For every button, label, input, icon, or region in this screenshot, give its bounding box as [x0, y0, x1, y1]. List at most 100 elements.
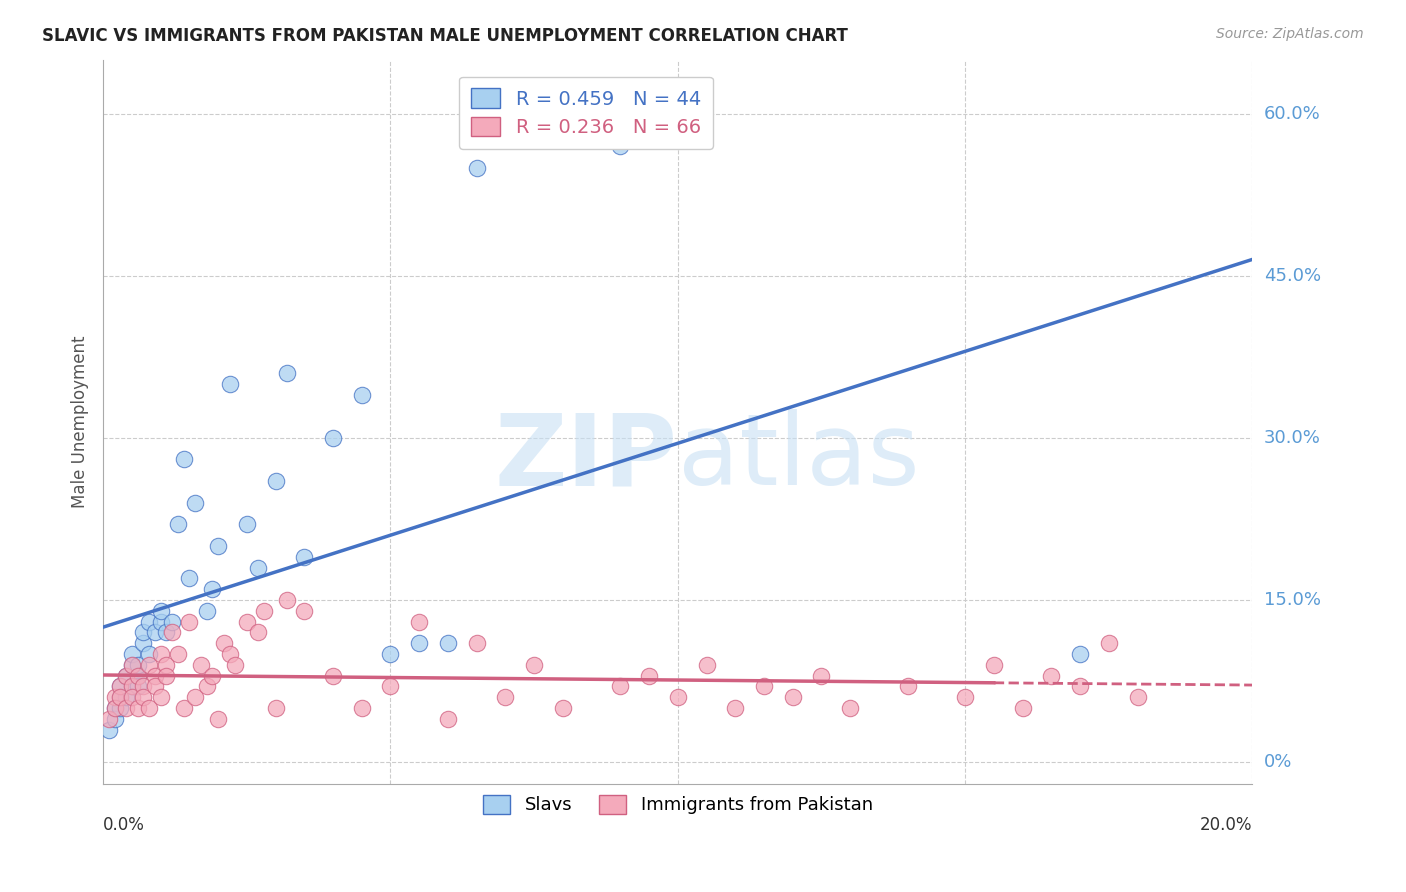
Point	[696, 657, 718, 672]
Point	[264, 474, 287, 488]
Point	[115, 668, 138, 682]
Point	[155, 657, 177, 672]
Point	[218, 376, 240, 391]
Point	[380, 647, 402, 661]
Point	[465, 636, 488, 650]
Point	[173, 701, 195, 715]
Point	[724, 701, 747, 715]
Point	[184, 690, 207, 705]
Point	[212, 636, 235, 650]
Point	[1069, 679, 1091, 693]
Point	[155, 625, 177, 640]
Point	[953, 690, 976, 705]
Point	[195, 679, 218, 693]
Point	[666, 690, 689, 705]
Point	[160, 615, 183, 629]
Point	[121, 679, 143, 693]
Point	[201, 582, 224, 596]
Y-axis label: Male Unemployment: Male Unemployment	[72, 335, 89, 508]
Point	[132, 625, 155, 640]
Text: 60.0%: 60.0%	[1264, 104, 1320, 122]
Point	[408, 615, 430, 629]
Point	[207, 539, 229, 553]
Text: 45.0%: 45.0%	[1264, 267, 1320, 285]
Point	[350, 701, 373, 715]
Point	[115, 668, 138, 682]
Point	[110, 679, 132, 693]
Point	[609, 139, 631, 153]
Point	[1011, 701, 1033, 715]
Text: ZIP: ZIP	[495, 409, 678, 507]
Point	[1040, 668, 1063, 682]
Point	[132, 690, 155, 705]
Point	[437, 712, 460, 726]
Point	[207, 712, 229, 726]
Point	[110, 690, 132, 705]
Point	[253, 604, 276, 618]
Point	[127, 668, 149, 682]
Point	[166, 517, 188, 532]
Point	[201, 668, 224, 682]
Point	[132, 636, 155, 650]
Point	[897, 679, 920, 693]
Point	[104, 701, 127, 715]
Point	[127, 668, 149, 682]
Point	[97, 723, 120, 737]
Point	[752, 679, 775, 693]
Point	[121, 679, 143, 693]
Point	[292, 604, 315, 618]
Point	[322, 431, 344, 445]
Point	[160, 625, 183, 640]
Text: 0.0%: 0.0%	[103, 816, 145, 834]
Point	[523, 657, 546, 672]
Point	[1098, 636, 1121, 650]
Point	[551, 701, 574, 715]
Text: 30.0%: 30.0%	[1264, 429, 1320, 447]
Point	[264, 701, 287, 715]
Text: 0%: 0%	[1264, 753, 1292, 771]
Point	[494, 690, 516, 705]
Point	[149, 604, 172, 618]
Point	[121, 647, 143, 661]
Point	[115, 690, 138, 705]
Point	[127, 701, 149, 715]
Point	[179, 571, 201, 585]
Point	[110, 690, 132, 705]
Point	[276, 593, 298, 607]
Point	[143, 679, 166, 693]
Point	[149, 615, 172, 629]
Text: atlas: atlas	[678, 409, 920, 507]
Point	[465, 161, 488, 175]
Point	[322, 668, 344, 682]
Point	[236, 517, 259, 532]
Point	[276, 366, 298, 380]
Text: SLAVIC VS IMMIGRANTS FROM PAKISTAN MALE UNEMPLOYMENT CORRELATION CHART: SLAVIC VS IMMIGRANTS FROM PAKISTAN MALE …	[42, 27, 848, 45]
Point	[121, 690, 143, 705]
Point	[143, 625, 166, 640]
Point	[97, 712, 120, 726]
Point	[104, 712, 127, 726]
Point	[127, 679, 149, 693]
Point	[110, 701, 132, 715]
Point	[983, 657, 1005, 672]
Point	[609, 679, 631, 693]
Text: 15.0%: 15.0%	[1264, 591, 1320, 609]
Point	[1069, 647, 1091, 661]
Point	[236, 615, 259, 629]
Text: Source: ZipAtlas.com: Source: ZipAtlas.com	[1216, 27, 1364, 41]
Point	[810, 668, 832, 682]
Point	[184, 496, 207, 510]
Point	[218, 647, 240, 661]
Point	[247, 625, 270, 640]
Point	[166, 647, 188, 661]
Point	[408, 636, 430, 650]
Point	[839, 701, 862, 715]
Legend: Slavs, Immigrants from Pakistan: Slavs, Immigrants from Pakistan	[472, 784, 883, 825]
Point	[190, 657, 212, 672]
Point	[143, 668, 166, 682]
Point	[195, 604, 218, 618]
Point	[121, 657, 143, 672]
Point	[138, 647, 160, 661]
Point	[115, 701, 138, 715]
Point	[155, 668, 177, 682]
